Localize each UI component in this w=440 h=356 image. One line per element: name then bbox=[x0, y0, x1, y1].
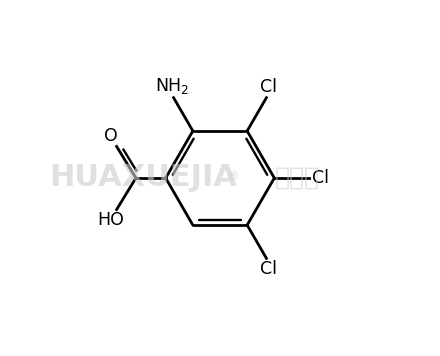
Text: O: O bbox=[104, 127, 118, 145]
Text: Cl: Cl bbox=[260, 260, 277, 278]
Text: HO: HO bbox=[97, 211, 124, 229]
Text: Cl: Cl bbox=[312, 169, 329, 187]
Text: Cl: Cl bbox=[260, 78, 277, 96]
Text: HUAXUEJIA: HUAXUEJIA bbox=[49, 163, 237, 193]
Text: ®: ® bbox=[226, 170, 238, 183]
Text: NH$_2$: NH$_2$ bbox=[155, 76, 189, 96]
Text: 化学加: 化学加 bbox=[275, 166, 319, 190]
